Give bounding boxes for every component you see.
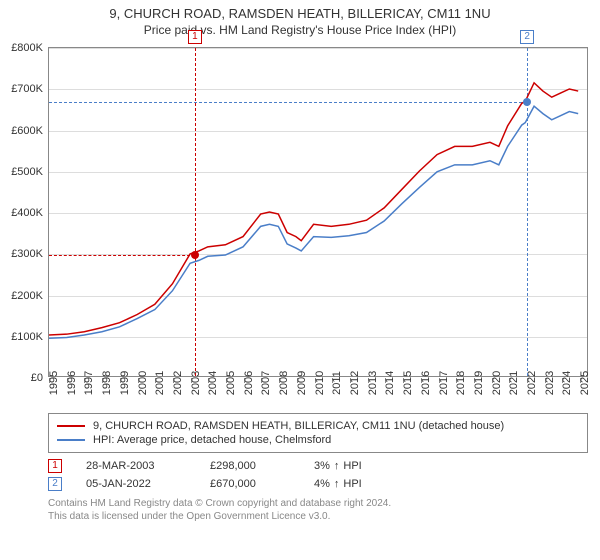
legend-item: HPI: Average price, detached house, Chel… — [57, 434, 579, 446]
event-marker-box: 2 — [48, 477, 62, 491]
arrow-up-icon: ↑ — [334, 460, 340, 472]
legend-label: HPI: Average price, detached house, Chel… — [93, 434, 331, 446]
series-line-property — [49, 83, 578, 335]
footer: Contains HM Land Registry data © Crown c… — [48, 497, 588, 523]
legend-label: 9, CHURCH ROAD, RAMSDEN HEATH, BILLERICA… — [93, 420, 504, 432]
event-row: 2 05-JAN-2022 £670,000 4%↑HPI — [48, 477, 588, 491]
marker-dot — [191, 251, 199, 259]
footer-line2: This data is licensed under the Open Gov… — [48, 510, 588, 523]
y-tick-label: £300K — [11, 248, 43, 260]
event-row: 1 28-MAR-2003 £298,000 3%↑HPI — [48, 459, 588, 473]
event-pct: 3%↑HPI — [314, 460, 362, 472]
legend-item: 9, CHURCH ROAD, RAMSDEN HEATH, BILLERICA… — [57, 420, 579, 432]
y-tick-label: £200K — [11, 290, 43, 302]
y-tick-label: £0 — [31, 372, 43, 384]
y-tick-label: £400K — [11, 207, 43, 219]
legend: 9, CHURCH ROAD, RAMSDEN HEATH, BILLERICA… — [48, 413, 588, 453]
event-pct: 4%↑HPI — [314, 478, 362, 490]
legend-swatch — [57, 439, 85, 441]
y-tick-label: £600K — [11, 125, 43, 137]
plot-area: £0£100K£200K£300K£400K£500K£600K£700K£80… — [48, 47, 588, 377]
marker-dot — [523, 98, 531, 106]
y-tick-label: £700K — [11, 83, 43, 95]
event-date: 05-JAN-2022 — [86, 478, 186, 490]
chart-title: 9, CHURCH ROAD, RAMSDEN HEATH, BILLERICA… — [0, 6, 600, 21]
event-date: 28-MAR-2003 — [86, 460, 186, 472]
chart-area: £0£100K£200K£300K£400K£500K£600K£700K£80… — [48, 47, 588, 407]
x-axis-labels: 1995199619971998199920002001200220032004… — [48, 379, 588, 407]
y-tick-label: £800K — [11, 42, 43, 54]
chart-lines — [49, 48, 587, 376]
event-marker-box: 1 — [48, 459, 62, 473]
event-price: £670,000 — [210, 478, 290, 490]
arrow-up-icon: ↑ — [334, 478, 340, 490]
series-line-hpi — [49, 106, 578, 338]
footer-line1: Contains HM Land Registry data © Crown c… — [48, 497, 588, 510]
events-table: 1 28-MAR-2003 £298,000 3%↑HPI 2 05-JAN-2022 £6… — [48, 459, 588, 491]
legend-swatch — [57, 425, 85, 427]
y-tick-label: £500K — [11, 166, 43, 178]
marker-box: 2 — [520, 30, 534, 44]
y-tick-label: £100K — [11, 331, 43, 343]
marker-box: 1 — [188, 30, 202, 44]
event-price: £298,000 — [210, 460, 290, 472]
chart-subtitle: Price paid vs. HM Land Registry's House … — [0, 23, 600, 37]
